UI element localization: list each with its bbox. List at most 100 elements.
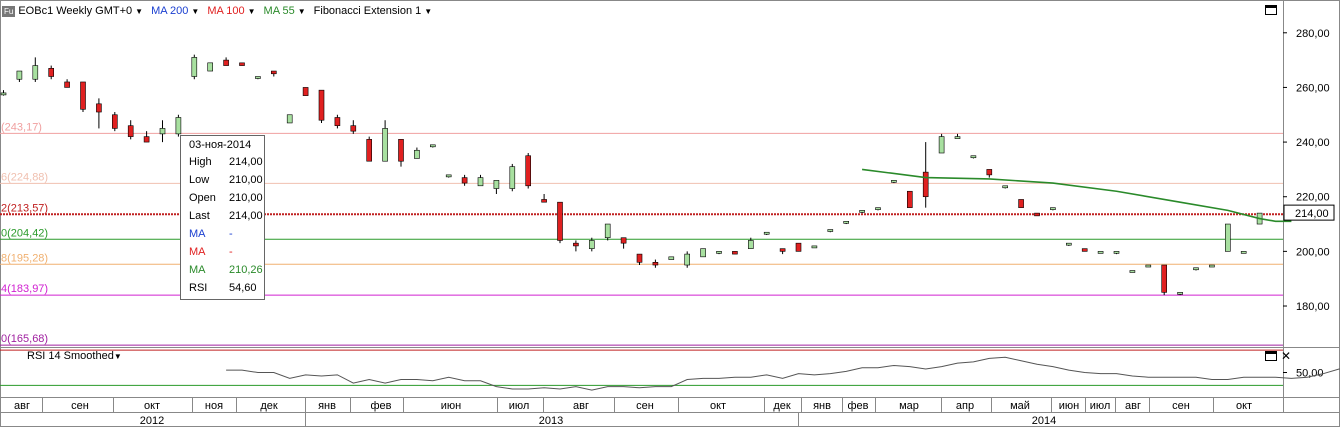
candle-body xyxy=(16,70,23,80)
last-price-label: 214,00 xyxy=(1295,208,1329,220)
fibonacci-label: 2(213,57) xyxy=(1,202,48,214)
maximize-pane-icon[interactable] xyxy=(1265,351,1277,361)
candle-body xyxy=(398,139,404,162)
instrument-label[interactable]: EOBc1 Weekly GMT+0 xyxy=(18,5,133,17)
tooltip-ma200: MA - xyxy=(189,228,233,240)
candle-body xyxy=(1177,292,1183,295)
chevron-down-icon[interactable]: ▼ xyxy=(297,6,306,16)
candle-body xyxy=(1081,248,1088,252)
rsi-header: RSI 14 Smoothed▼ xyxy=(27,350,122,362)
ma100-label[interactable]: MA 100 xyxy=(207,5,245,17)
candle-body xyxy=(1002,185,1009,189)
candle-body xyxy=(143,136,150,143)
candle-body xyxy=(716,251,722,254)
month-label: ноя xyxy=(205,400,223,412)
candle-body xyxy=(986,169,993,176)
month-label: июн xyxy=(441,400,461,412)
month-label: сен xyxy=(71,400,89,412)
candle-body xyxy=(573,242,579,247)
candle-body xyxy=(286,114,293,124)
y-tick-label: 200,00 xyxy=(1296,246,1330,258)
candle-body xyxy=(795,242,802,252)
month-label: окт xyxy=(1236,400,1252,412)
chevron-down-icon[interactable]: ▼ xyxy=(247,6,256,16)
candle-body xyxy=(302,87,309,96)
tooltip-rsi: RSI 54,60 xyxy=(189,282,257,294)
candle-body xyxy=(382,128,388,162)
candle-body xyxy=(906,190,913,208)
candle-body xyxy=(493,180,500,189)
candle-body xyxy=(938,136,945,154)
candle-body xyxy=(366,139,373,162)
candle-body xyxy=(32,65,39,80)
candle-body xyxy=(827,229,834,232)
year-label: 2012 xyxy=(140,415,164,427)
month-label: янв xyxy=(813,400,831,412)
rsi-line xyxy=(226,356,1340,391)
month-label: авг xyxy=(573,400,589,412)
candle-body xyxy=(414,149,420,159)
data-tooltip: 03-ноя-2014 High 214,00 Low 210,00 Open 210… xyxy=(180,135,265,300)
candle-body xyxy=(811,245,818,249)
candle-body xyxy=(922,171,929,198)
candle-body xyxy=(763,231,770,235)
month-label: мар xyxy=(899,400,919,412)
candle-body xyxy=(747,240,754,249)
candle-body xyxy=(620,237,627,244)
candle-body xyxy=(477,177,484,187)
candle-body xyxy=(270,70,277,75)
candle-body xyxy=(461,177,468,184)
chevron-down-icon[interactable]: ▼ xyxy=(113,352,122,361)
candle-body xyxy=(1240,251,1247,254)
candle-body xyxy=(1161,264,1167,293)
candle-body xyxy=(1066,242,1072,246)
candle-body xyxy=(541,199,547,203)
candle-body xyxy=(255,76,261,79)
tooltip-high: High 214,00 xyxy=(189,156,263,168)
close-icon[interactable]: ✕ xyxy=(1281,349,1292,363)
rsi-label[interactable]: RSI 14 Smoothed xyxy=(27,350,114,362)
candle-body xyxy=(732,251,738,255)
candle-body xyxy=(80,81,86,110)
candle-body xyxy=(1050,207,1056,210)
chevron-down-icon[interactable]: ▼ xyxy=(424,6,433,16)
candle-body xyxy=(445,174,452,178)
tooltip-date: 03-ноя-2014 xyxy=(189,139,252,151)
chevron-down-icon[interactable]: ▼ xyxy=(135,6,144,16)
candle-body xyxy=(96,103,102,113)
instrument-badge[interactable]: Fu xyxy=(2,5,16,17)
fibonacci-label[interactable]: Fibonacci Extension 1 xyxy=(313,5,422,17)
candle-body xyxy=(159,128,166,135)
month-label: окт xyxy=(144,400,160,412)
month-label: авг xyxy=(1125,400,1141,412)
ma55-line xyxy=(861,168,1292,223)
candle-body xyxy=(684,253,691,266)
y-tick-label: 280,00 xyxy=(1296,28,1330,40)
maximize-pane-icon[interactable] xyxy=(1265,5,1277,15)
candle-body xyxy=(175,117,182,135)
month-label: дек xyxy=(260,400,278,412)
candle-body xyxy=(875,207,881,210)
month-label: авг xyxy=(14,400,30,412)
month-label: дек xyxy=(773,400,791,412)
candle-body xyxy=(588,240,595,249)
candle-body xyxy=(1193,267,1199,271)
chart-header: Fu EOBc1 Weekly GMT+0 ▼ MA 200 ▼ MA 100 ▼ M… xyxy=(0,3,440,19)
ma200-label[interactable]: MA 200 xyxy=(151,5,189,17)
fibonacci-label: 4(183,97) xyxy=(1,283,48,295)
candle-body xyxy=(1225,223,1231,252)
tooltip-ma100: MA - xyxy=(189,246,233,258)
candle-body xyxy=(1097,251,1104,254)
month-label: сен xyxy=(1172,400,1190,412)
candle-body xyxy=(1018,199,1024,208)
month-label: фев xyxy=(370,400,391,412)
fibonacci-label: 0(204,42) xyxy=(1,227,48,239)
chevron-down-icon[interactable]: ▼ xyxy=(191,6,200,16)
y-tick-label: 240,00 xyxy=(1296,137,1330,149)
ma55-label[interactable]: MA 55 xyxy=(263,5,295,17)
tooltip-open: Open 210,00 xyxy=(189,192,263,204)
candle-body xyxy=(1145,264,1152,268)
month-label: июл xyxy=(509,400,530,412)
candle-body xyxy=(191,57,198,77)
y-tick-label: 220,00 xyxy=(1296,192,1330,204)
